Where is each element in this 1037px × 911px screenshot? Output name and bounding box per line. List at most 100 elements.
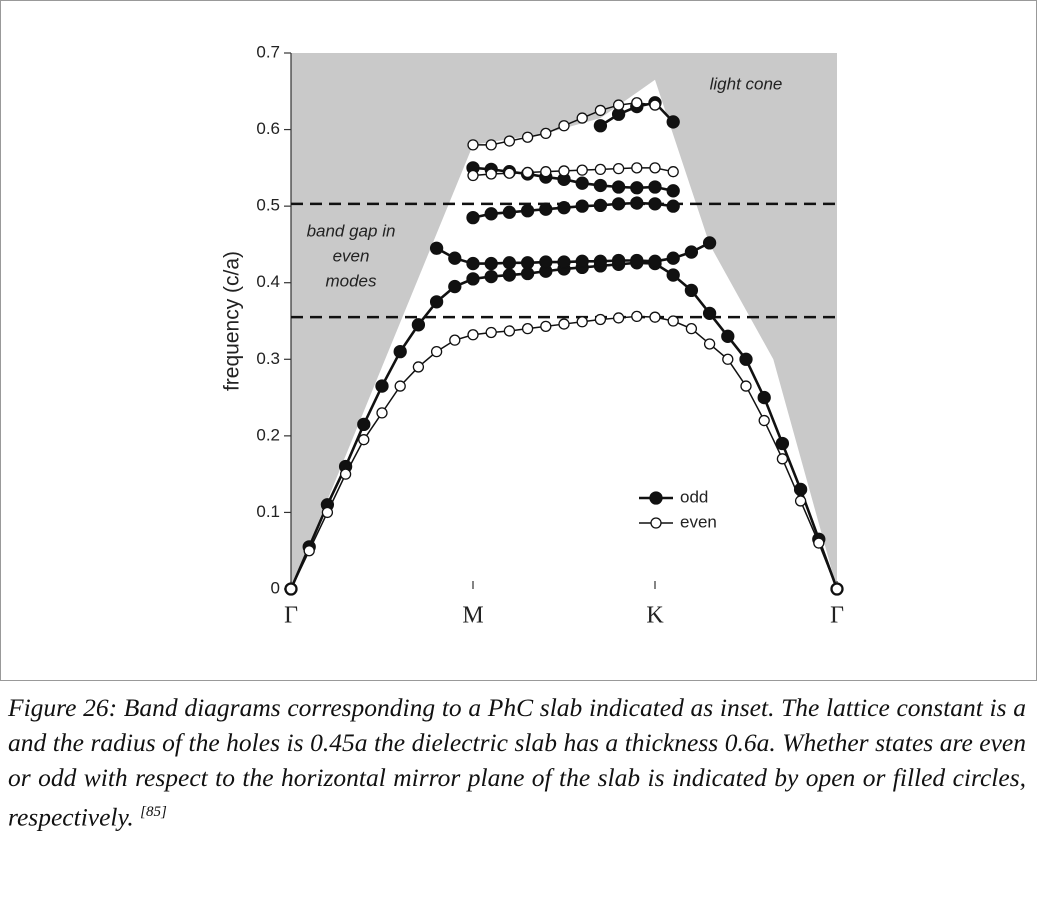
band-point [739, 352, 753, 366]
band-point [393, 344, 407, 359]
band-point [721, 329, 735, 343]
band-point [703, 338, 716, 350]
band-point [685, 323, 698, 335]
x-tick-label: Γ [830, 603, 844, 629]
band-point [466, 256, 480, 271]
band-point [558, 165, 570, 177]
band-point [593, 119, 608, 133]
band-point [666, 184, 680, 198]
band-point [557, 255, 571, 269]
band-point [575, 176, 589, 190]
band-gap-label: band gap in [307, 221, 396, 240]
band-point [702, 306, 717, 320]
band-point [448, 279, 462, 294]
y-tick-label: 0.6 [256, 119, 280, 138]
band-point [649, 99, 661, 111]
band-gap-label: even [333, 246, 370, 265]
band-point [666, 115, 680, 129]
y-tick-label: 0 [271, 578, 280, 597]
band-point [429, 295, 444, 309]
y-axis-label: frequency (c/a) [221, 251, 244, 391]
band-line [435, 241, 711, 265]
band-point [503, 135, 516, 147]
band-point [375, 379, 389, 393]
band-point [758, 414, 770, 427]
band-point [539, 202, 553, 216]
band-point [430, 345, 443, 358]
band-point [757, 390, 771, 405]
band-point [520, 204, 535, 218]
legend-marker [649, 491, 663, 505]
band-point [666, 199, 680, 213]
band-point [813, 537, 825, 549]
band-point [684, 283, 699, 298]
band-point [666, 268, 680, 282]
band-point [503, 167, 516, 179]
band-point [540, 320, 552, 333]
band-point [702, 236, 717, 250]
band-point [648, 197, 662, 211]
band-point [611, 253, 626, 268]
band-point [557, 201, 571, 215]
legend-label: even [680, 512, 717, 531]
x-tick-label: K [646, 603, 664, 629]
band-point [321, 506, 334, 519]
band-point [467, 169, 479, 182]
band-point [485, 139, 497, 151]
band-point [594, 313, 607, 326]
band-point [667, 315, 679, 327]
band-point [357, 417, 371, 432]
chart: light cone 0 0.1 0.2 0.3 0.4 0.5 0.6 0.7 Γ M K Γfreq… [221, 42, 845, 629]
band-point [521, 131, 534, 143]
band-point [576, 112, 588, 124]
band-point [630, 253, 644, 268]
band-point [558, 120, 570, 132]
band-point [467, 329, 479, 341]
light-cone-label: light cone [710, 74, 783, 93]
band-point [631, 162, 643, 174]
band-point [630, 181, 644, 195]
band-point [612, 99, 625, 111]
y-tick-label: 0.4 [256, 272, 280, 291]
band-point [521, 323, 534, 335]
band-point [411, 318, 426, 332]
band-point [631, 97, 643, 109]
y-tick-label: 0.1 [256, 502, 280, 521]
band-point [611, 197, 626, 211]
band-point [593, 254, 608, 268]
caption: Figure 26: Band diagrams corresponding t… [8, 690, 1026, 835]
legend-marker [650, 517, 662, 529]
band-point [540, 127, 552, 140]
band-point [485, 326, 497, 339]
band-point [449, 334, 461, 346]
band-point [466, 272, 480, 286]
band-point [684, 245, 699, 259]
band-point [285, 583, 297, 595]
band-point [649, 162, 661, 174]
band-point [630, 196, 644, 210]
band-point [484, 256, 498, 271]
band-point [448, 251, 462, 265]
band-point [358, 434, 370, 446]
band-point [485, 168, 497, 180]
y-tick-label: 0.7 [256, 42, 280, 61]
band-point [612, 312, 625, 324]
band-point [303, 545, 315, 557]
below-light-cone [291, 79, 837, 590]
band-point [394, 380, 406, 392]
band-point [648, 254, 662, 268]
band-gap-label: modes [325, 271, 377, 290]
band-point [502, 268, 517, 282]
band-point [740, 380, 752, 392]
band-point [484, 207, 498, 221]
band-point [611, 180, 626, 194]
band-point [648, 180, 662, 194]
band-point [539, 255, 553, 269]
band-point [666, 251, 680, 265]
y-tick-label: 0.3 [256, 349, 280, 368]
band-point [503, 325, 516, 337]
band-point [429, 241, 444, 255]
band-point [412, 361, 425, 373]
